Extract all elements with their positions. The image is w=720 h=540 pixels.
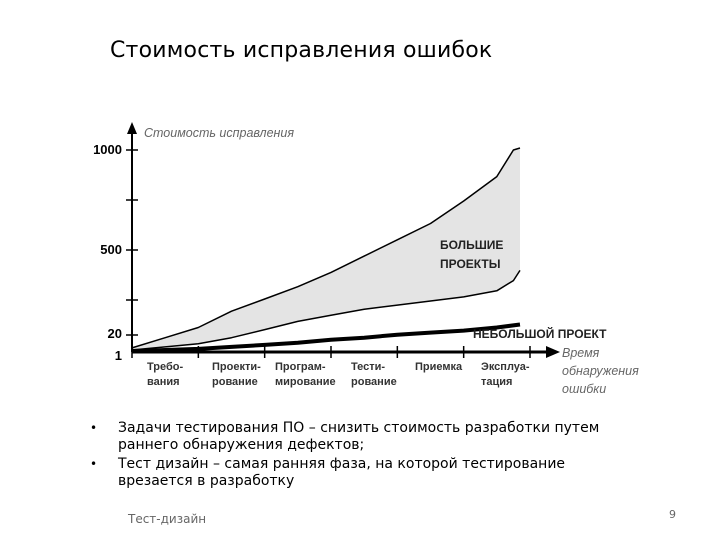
y-axis-arrow xyxy=(127,122,137,134)
annotation-small-project: НЕБОЛЬШОЙ ПРОЕКТ xyxy=(473,326,607,341)
footer-text: Тест-дизайн xyxy=(128,512,207,526)
x-tick-label: вания xyxy=(147,376,180,388)
bullet-marker: • xyxy=(90,457,98,471)
y-axis-title: Стоимость исправления xyxy=(144,126,294,140)
x-tick-label: тация xyxy=(481,376,512,388)
x-tick-label: рование xyxy=(212,376,258,388)
x-tick-label: Эксплуа- xyxy=(481,361,530,373)
x-axis-title-line: Время xyxy=(562,346,600,360)
x-tick-label: Требо- xyxy=(147,361,184,373)
x-tick-label: рование xyxy=(351,376,397,388)
x-axis-title-line: обнаружения xyxy=(562,364,639,378)
y-tick-label: 1000 xyxy=(93,142,122,157)
y-tick-label: 500 xyxy=(100,242,122,257)
bullet-item: • Задачи тестирования ПО – снизить стоим… xyxy=(90,420,630,454)
annotation-large-projects: БОЛЬШИЕ xyxy=(440,238,503,252)
x-tick-label: Програм- xyxy=(275,361,326,373)
annotation-large-projects: ПРОЕКТЫ xyxy=(440,257,501,271)
bullet-marker: • xyxy=(90,421,98,435)
x-tick-label: Тести- xyxy=(351,361,385,373)
y-tick-label: 20 xyxy=(108,326,122,341)
series-line-2 xyxy=(131,269,521,351)
area-fill xyxy=(132,148,520,350)
series-line-1 xyxy=(131,147,521,349)
x-axis-arrow xyxy=(546,346,560,358)
page-number: 9 xyxy=(669,508,676,521)
x-tick-label: Проекти- xyxy=(212,361,261,373)
bullet-item: • Тест дизайн – самая ранняя фаза, на ко… xyxy=(90,456,630,490)
bullet-text: Тест дизайн – самая ранняя фаза, на кото… xyxy=(118,456,566,489)
bullet-list: • Задачи тестирования ПО – снизить стоим… xyxy=(90,420,630,492)
x-axis-title-line: ошибки xyxy=(562,382,606,396)
bullet-text: Задачи тестирования ПО – снизить стоимос… xyxy=(118,420,600,453)
slide-title: Стоимость исправления ошибок xyxy=(110,38,493,63)
y-tick-label: 1 xyxy=(115,348,122,363)
x-tick-label: мирование xyxy=(275,376,336,388)
cost-chart: Стоимость исправления 1000 500 20 1 Треб… xyxy=(93,122,639,396)
x-tick-label: Приемка xyxy=(415,361,463,373)
